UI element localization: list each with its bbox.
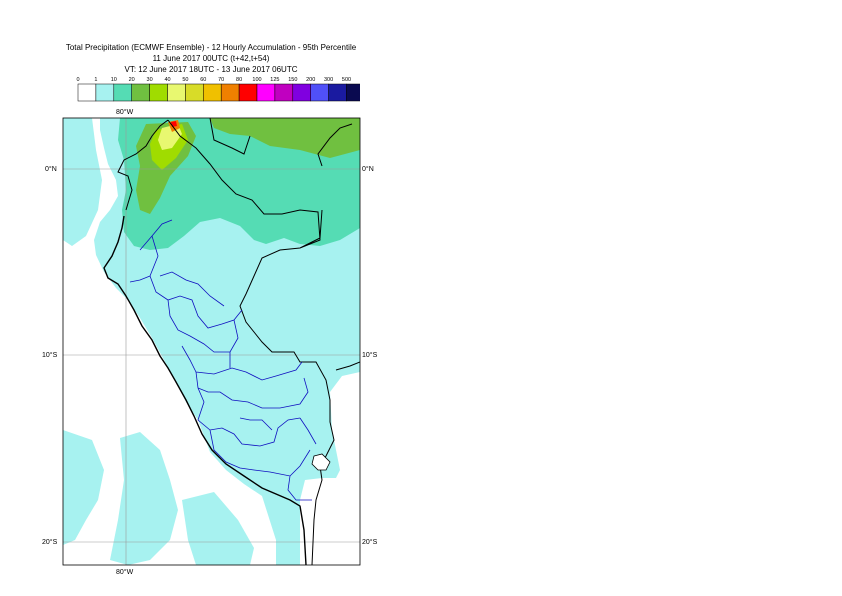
legend-tick-label: 0 (76, 77, 79, 83)
lat-label-10S-left: 10°S (42, 351, 58, 359)
precip-field-coast-2 (63, 430, 104, 545)
legend-tick-label: 125 (270, 77, 279, 83)
valid-time: VT: 12 June 2017 18UTC - 13 June 2017 06… (124, 65, 298, 74)
legend-tick-label: 300 (324, 77, 333, 83)
coastline (103, 215, 307, 565)
precip-field-coast-4 (182, 492, 254, 565)
legend-tick-label: 30 (147, 77, 153, 83)
legend-tick-label: 70 (218, 77, 224, 83)
legend-tick-label: 40 (164, 77, 170, 83)
lat-label-0N-right: 0°N (362, 165, 374, 173)
base-time: 11 June 2017 00UTC (t+42,t+54) (152, 54, 270, 63)
lat-label-20S-left: 20°S (42, 538, 58, 546)
legend-tick-label: 500 (342, 77, 351, 83)
legend-tick-label: 10 (111, 77, 117, 83)
lat-label-10S-right: 10°S (362, 351, 378, 359)
legend-tick-label: 1 (94, 77, 97, 83)
lon-label-80W-top: 80°W (116, 108, 134, 116)
lon-label-80W-bottom: 80°W (116, 568, 134, 576)
legend-tick-label: 60 (200, 77, 206, 83)
lake-titicaca (311, 453, 331, 471)
legend-tick-label: 200 (306, 77, 315, 83)
lat-label-0N-left: 0°N (45, 165, 57, 173)
country-borders (117, 118, 360, 565)
region-borders (129, 219, 317, 501)
precip-field-coast-1 (63, 118, 102, 246)
map-frame (62, 117, 361, 566)
legend-tick-label: 20 (129, 77, 135, 83)
legend-swatch (346, 83, 360, 102)
legend-tick-label: 50 (182, 77, 188, 83)
legend-tick-label: 150 (288, 77, 297, 83)
precip-legend: 0 1 10 20 30 40 50 60 70 80 100 125 150 200 300 500 (76, 77, 360, 102)
precip-field-coast-3 (110, 432, 178, 565)
lat-label-20S-right: 20°S (362, 538, 378, 546)
map-title: Total Precipitation (ECMWF Ensemble) - 1… (65, 43, 357, 52)
precip-field-red (171, 121, 177, 127)
legend-tick-label: 80 (236, 77, 242, 83)
legend-tick-label: 100 (252, 77, 261, 83)
